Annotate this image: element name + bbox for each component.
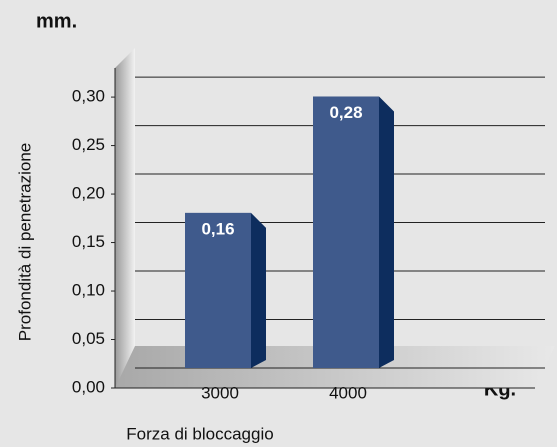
bar-side xyxy=(379,96,394,368)
y-tick-label: 0,10 xyxy=(72,281,105,300)
chart-title: mm. xyxy=(36,10,77,32)
y-tick-label: 0,20 xyxy=(72,184,105,203)
y-tick-label: 0,00 xyxy=(72,377,105,396)
value-label: 0,28 xyxy=(329,103,362,122)
side-wall xyxy=(115,48,135,388)
y-tick-label: 0,05 xyxy=(72,329,105,348)
y-axis-label: Profondità di penetrazione xyxy=(15,143,34,341)
bar-side xyxy=(251,212,266,368)
x-axis-label: Forza di bloccaggio xyxy=(126,424,273,443)
bar xyxy=(185,212,251,368)
x-tick-label: 3000 xyxy=(201,383,239,402)
y-tick-label: 0,15 xyxy=(72,232,105,251)
y-tick-label: 0,25 xyxy=(72,135,105,154)
value-label: 0,16 xyxy=(201,219,234,238)
y-tick-label: 0,30 xyxy=(72,87,105,106)
x-tick-label: 4000 xyxy=(329,383,367,402)
bar xyxy=(313,96,379,368)
